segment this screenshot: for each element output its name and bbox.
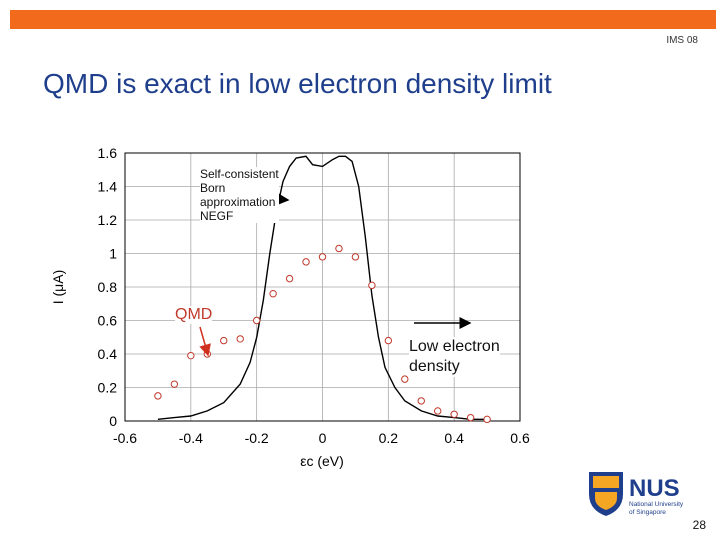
scba-curve bbox=[157, 155, 488, 420]
qmd-point bbox=[220, 336, 228, 345]
x-tick-label: -0.6 bbox=[113, 430, 137, 446]
x-tick-label: 0.2 bbox=[379, 430, 399, 446]
nus-logo-sub2: of Singapore bbox=[629, 509, 666, 516]
qmd-point bbox=[384, 336, 393, 345]
y-tick-label: 1.2 bbox=[98, 212, 118, 228]
scba-line-1: Self-consistent bbox=[200, 167, 279, 181]
plot-frame bbox=[124, 152, 521, 422]
qmd-arrow bbox=[199, 326, 211, 357]
y-tick-label: 0.8 bbox=[98, 279, 118, 295]
qmd-point bbox=[154, 392, 162, 400]
scba-line-2: Born bbox=[200, 181, 226, 195]
low-density-annotation: Low electron density bbox=[409, 337, 500, 377]
y-axis-title: I (μA) bbox=[50, 270, 66, 305]
y-tick-label: 1.4 bbox=[98, 179, 118, 195]
y-tick-label: 0.6 bbox=[98, 313, 118, 329]
nus-logo-wordmark: NUS bbox=[629, 475, 680, 502]
scba-line-3: approximation bbox=[200, 195, 276, 209]
page-number: 28 bbox=[692, 518, 706, 532]
x-tick-label: 0 bbox=[319, 430, 327, 446]
qmd-point bbox=[417, 397, 425, 405]
chart-ticks: -0.6 -0.4 -0.2 0 0.2 0.4 0.6 0 0.2 0.4 0.6 0.8 1 1.2 1… bbox=[98, 145, 530, 446]
qmd-point bbox=[269, 290, 277, 298]
low-density-line-1: Low electron bbox=[409, 338, 500, 355]
qmd-point bbox=[318, 253, 327, 261]
qmd-point bbox=[335, 244, 343, 253]
qmd-point bbox=[401, 375, 409, 383]
x-axis-title: εc (eV) bbox=[300, 453, 344, 469]
y-tick-label: 0.2 bbox=[98, 380, 118, 396]
chart-series bbox=[154, 155, 491, 424]
qmd-point bbox=[466, 413, 475, 422]
qmd-point bbox=[252, 316, 261, 325]
x-tick-label: -0.2 bbox=[245, 430, 269, 446]
qmd-point bbox=[236, 335, 244, 343]
qmd-point bbox=[302, 258, 310, 266]
qmd-point bbox=[351, 253, 360, 261]
chart-grid bbox=[124, 152, 521, 422]
slide-title: QMD is exact in low electron density lim… bbox=[43, 68, 552, 99]
qmd-point bbox=[368, 281, 376, 290]
qmd-point bbox=[434, 407, 442, 415]
low-density-line-2: density bbox=[409, 358, 460, 375]
x-tick-label: 0.4 bbox=[444, 430, 464, 446]
qmd-annotation: QMD bbox=[175, 306, 213, 324]
y-tick-label: 1.6 bbox=[98, 145, 118, 161]
scba-line-4: NEGF bbox=[200, 209, 234, 223]
conference-label: IMS 08 bbox=[666, 35, 698, 46]
y-tick-label: 0 bbox=[109, 413, 117, 429]
qmd-point bbox=[450, 410, 458, 418]
y-tick-label: 0.4 bbox=[98, 346, 118, 362]
qmd-point bbox=[285, 274, 294, 283]
x-tick-label: -0.4 bbox=[179, 430, 203, 446]
scba-annotation: Self-consistent Born approximation NEGF bbox=[200, 167, 279, 223]
x-tick-label: 0.6 bbox=[510, 430, 530, 446]
qmd-point bbox=[483, 415, 491, 424]
nus-logo-sub1: National University bbox=[629, 501, 684, 508]
y-tick-label: 1 bbox=[109, 246, 117, 262]
qmd-point bbox=[170, 380, 179, 388]
header-accent-bar bbox=[10, 10, 716, 29]
qmd-point bbox=[187, 351, 195, 360]
nus-logo: NUS National University of Singapore bbox=[589, 472, 684, 516]
